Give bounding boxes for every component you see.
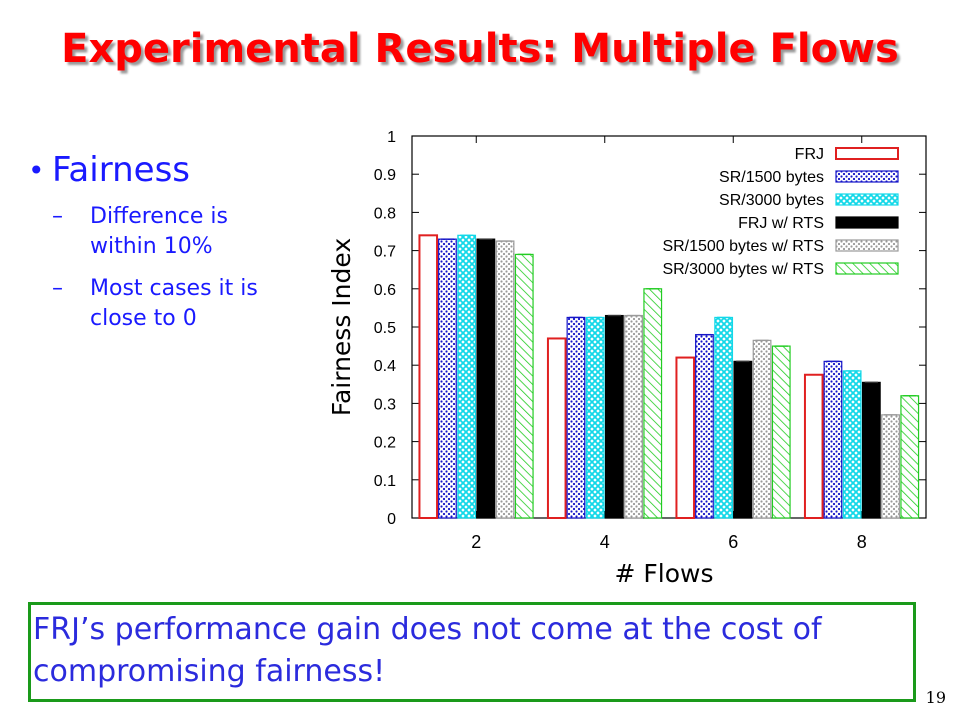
legend-label: SR/1500 bytes w/ RTS bbox=[662, 238, 824, 255]
subbullet-difference: – Difference is within 10% bbox=[52, 202, 298, 262]
bar-sr-3000-bytes-w-rts-8 bbox=[900, 395, 920, 519]
slide-title: Experimental Results: Multiple Flows bbox=[61, 26, 899, 72]
legend-swatch bbox=[835, 262, 899, 275]
x-tick-label: 2 bbox=[471, 532, 481, 552]
legend-swatch bbox=[835, 193, 899, 206]
bar-sr-1500-bytes-w-rts-4 bbox=[624, 314, 643, 519]
page-number: 19 bbox=[925, 688, 946, 707]
bar-frj-w-rts-4 bbox=[604, 314, 624, 519]
bar-sr-3000-bytes-4 bbox=[585, 316, 605, 519]
bar-frj-w-rts-2 bbox=[476, 238, 496, 519]
bar-frj-w-rts-8 bbox=[861, 381, 881, 519]
y-axis-label: Fairness Index bbox=[327, 238, 356, 416]
legend-label: SR/3000 bytes bbox=[719, 192, 824, 209]
bullet-list: • Fairness – Difference is within 10% – … bbox=[28, 150, 298, 334]
bar-sr-3000-bytes-w-rts-2 bbox=[514, 253, 534, 519]
bar-sr-3000-bytes-8 bbox=[842, 370, 862, 519]
bar-sr-3000-bytes-6 bbox=[714, 316, 734, 519]
legend-swatch bbox=[835, 147, 899, 160]
dash-icon: – bbox=[52, 276, 63, 301]
y-tick-label: 0.2 bbox=[374, 435, 396, 452]
bullet-dot-icon: • bbox=[28, 153, 45, 187]
y-tick-label: 0.8 bbox=[374, 205, 396, 222]
legend-swatch bbox=[835, 170, 899, 183]
bar-frj-2 bbox=[418, 234, 439, 519]
bar-sr-1500-bytes-8 bbox=[823, 360, 843, 519]
bar-sr-1500-bytes-4 bbox=[566, 316, 586, 519]
y-tick-label: 0.9 bbox=[374, 167, 396, 184]
subbullet-difference-text: Difference is within 10% bbox=[90, 204, 228, 259]
y-tick-label: 0.5 bbox=[374, 320, 396, 337]
bar-sr-3000-bytes-w-rts-6 bbox=[771, 345, 791, 519]
legend-swatch bbox=[835, 216, 899, 229]
bar-sr-1500-bytes-w-rts-8 bbox=[881, 414, 900, 519]
bar-sr-1500-bytes-w-rts-2 bbox=[495, 240, 515, 519]
bar-sr-1500-bytes-2 bbox=[438, 238, 457, 519]
y-tick-label: 0.4 bbox=[374, 358, 396, 375]
y-tick-label: 0.6 bbox=[374, 282, 396, 299]
dash-icon: – bbox=[52, 204, 63, 229]
x-tick-label: 6 bbox=[728, 532, 738, 552]
legend-swatch bbox=[835, 239, 899, 252]
legend-label: FRJ bbox=[795, 146, 824, 163]
legend-label: SR/1500 bytes bbox=[719, 169, 824, 186]
y-tick-label: 0.3 bbox=[374, 396, 396, 413]
bar-sr-3000-bytes-2 bbox=[457, 234, 477, 519]
bullet-fairness-label: Fairness bbox=[52, 150, 190, 190]
bar-sr-1500-bytes-6 bbox=[695, 334, 714, 519]
subbullet-most-cases-text: Most cases it is close to 0 bbox=[90, 276, 258, 331]
y-tick-label: 0.1 bbox=[374, 473, 396, 490]
y-tick-label: 0 bbox=[387, 511, 396, 528]
subbullet-most-cases: – Most cases it is close to 0 bbox=[52, 274, 298, 334]
conclusion-note: FRJ’s performance gain does not come at … bbox=[28, 602, 916, 702]
bar-frj-w-rts-6 bbox=[733, 360, 753, 519]
x-axis-label: # Flows bbox=[615, 559, 714, 588]
x-tick-label: 4 bbox=[600, 532, 610, 552]
fairness-bar-chart: Fairness Index # Flows 0 0.1 0.2 0.3 0.4 0.5 0… bbox=[327, 129, 927, 588]
legend-label: FRJ w/ RTS bbox=[738, 215, 824, 232]
bullet-fairness: • Fairness bbox=[28, 150, 298, 190]
bar-sr-1500-bytes-w-rts-6 bbox=[752, 339, 772, 519]
bar-frj-4 bbox=[546, 337, 567, 519]
y-tick-label: 0.7 bbox=[374, 244, 396, 261]
bar-frj-8 bbox=[803, 373, 824, 519]
bar-sr-3000-bytes-w-rts-4 bbox=[643, 288, 663, 519]
y-tick-label: 1 bbox=[387, 129, 396, 146]
legend-label: SR/3000 bytes w/ RTS bbox=[662, 261, 824, 278]
bar-frj-6 bbox=[675, 356, 696, 519]
x-tick-label: 8 bbox=[857, 532, 867, 552]
